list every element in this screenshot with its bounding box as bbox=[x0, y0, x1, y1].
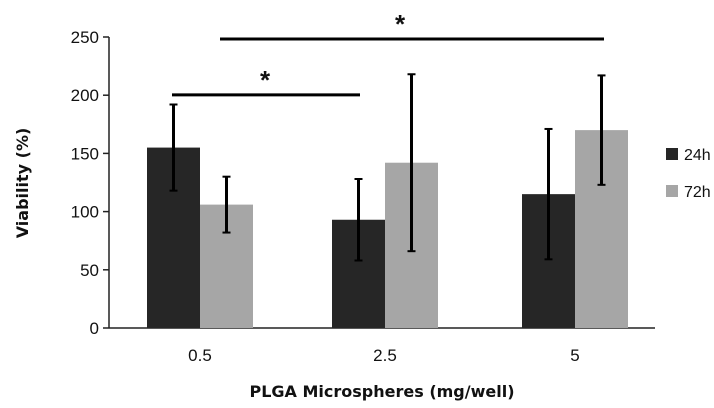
y-ticks: 0 50 100 150 200 250 bbox=[71, 28, 109, 338]
legend-swatch-24h bbox=[666, 148, 678, 160]
y-axis-title: Viability (%) bbox=[13, 128, 32, 239]
x-ticks: 0.5 2.5 5 bbox=[188, 346, 580, 365]
error-bars bbox=[169, 73, 606, 262]
legend: 24h 72h bbox=[666, 147, 711, 201]
significance-star: * bbox=[260, 65, 271, 95]
significance-star: * bbox=[395, 9, 406, 39]
y-tick-label: 100 bbox=[71, 203, 99, 222]
legend-swatch-72h bbox=[666, 185, 678, 197]
y-tick-label: 200 bbox=[71, 86, 99, 105]
x-tick-label: 5 bbox=[570, 346, 579, 365]
legend-label-24h: 24h bbox=[684, 147, 711, 164]
x-axis-title: PLGA Microspheres (mg/well) bbox=[249, 382, 514, 401]
y-tick-label: 0 bbox=[90, 319, 99, 338]
x-tick-label: 2.5 bbox=[373, 346, 397, 365]
y-tick-label: 250 bbox=[71, 28, 99, 47]
bars bbox=[147, 130, 628, 328]
significance-annotations: ** bbox=[172, 9, 604, 97]
y-tick-label: 150 bbox=[71, 144, 99, 163]
y-tick-label: 50 bbox=[80, 261, 99, 280]
legend-label-72h: 72h bbox=[684, 184, 711, 201]
x-tick-label: 0.5 bbox=[188, 346, 212, 365]
